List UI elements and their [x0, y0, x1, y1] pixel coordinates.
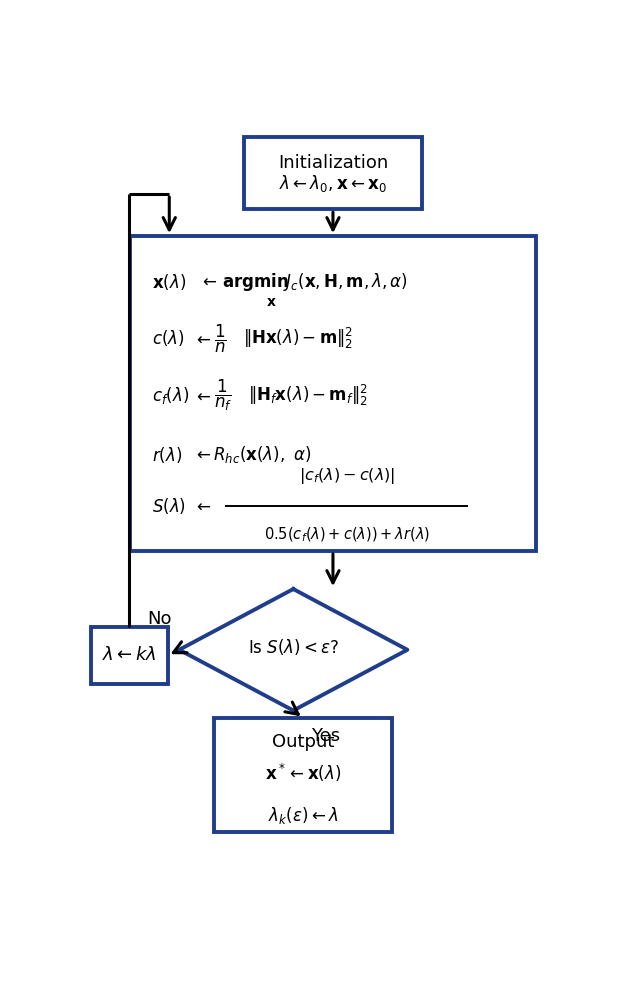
Text: $|c_f(\lambda)-c(\lambda)|$: $|c_f(\lambda)-c(\lambda)|$ [299, 465, 395, 486]
Text: $\|\mathbf{H}_f\mathbf{x}(\lambda)-\mathbf{m}_f\|_2^2$: $\|\mathbf{H}_f\mathbf{x}(\lambda)-\math… [248, 383, 367, 408]
Text: $\dfrac{1}{n_f}$: $\dfrac{1}{n_f}$ [214, 378, 232, 413]
Text: No: No [147, 610, 172, 628]
Text: Initialization: Initialization [278, 154, 388, 172]
FancyBboxPatch shape [244, 137, 422, 209]
Text: $\mathbf{x}$: $\mathbf{x}$ [266, 295, 276, 310]
FancyBboxPatch shape [129, 236, 536, 551]
Text: $\leftarrow$: $\leftarrow$ [193, 497, 211, 515]
Text: $J_c(\mathbf{x},\mathbf{H},\mathbf{m},\lambda,\alpha)$: $J_c(\mathbf{x},\mathbf{H},\mathbf{m},\l… [284, 270, 408, 293]
Text: $\|\mathbf{Hx}(\lambda)-\mathbf{m}\|_2^2$: $\|\mathbf{Hx}(\lambda)-\mathbf{m}\|_2^2… [243, 326, 353, 351]
Text: $\lambda \leftarrow \lambda_0, \mathbf{x} \leftarrow \mathbf{x}_0$: $\lambda \leftarrow \lambda_0, \mathbf{x… [279, 174, 387, 194]
Polygon shape [179, 589, 408, 711]
Text: $\leftarrow\,\mathbf{argmin}$: $\leftarrow\,\mathbf{argmin}$ [199, 270, 289, 293]
Text: $\lambda_k(\epsilon) \leftarrow \lambda$: $\lambda_k(\epsilon) \leftarrow \lambda$ [268, 805, 339, 826]
Text: $c_f(\lambda)$: $c_f(\lambda)$ [152, 385, 189, 406]
Text: $r(\lambda)$: $r(\lambda)$ [152, 445, 182, 464]
FancyBboxPatch shape [214, 718, 392, 832]
Text: Output: Output [272, 734, 334, 751]
Text: $\dfrac{1}{n}$: $\dfrac{1}{n}$ [214, 322, 227, 355]
Text: Is $S(\lambda) < \epsilon$?: Is $S(\lambda) < \epsilon$? [248, 637, 339, 657]
Text: $\leftarrow R_{hc}(\mathbf{x}(\lambda),\ \alpha)$: $\leftarrow R_{hc}(\mathbf{x}(\lambda),\… [193, 444, 311, 465]
Text: $\leftarrow$: $\leftarrow$ [193, 329, 211, 347]
Text: Yes: Yes [310, 728, 340, 745]
Text: $\lambda \leftarrow k\lambda$: $\lambda \leftarrow k\lambda$ [102, 647, 157, 665]
Text: $c(\lambda)$: $c(\lambda)$ [152, 328, 184, 348]
Text: $S(\lambda)$: $S(\lambda)$ [152, 496, 186, 516]
Text: $\mathbf{x}^* \leftarrow \mathbf{x}(\lambda)$: $\mathbf{x}^* \leftarrow \mathbf{x}(\lam… [265, 762, 341, 784]
FancyBboxPatch shape [91, 627, 168, 684]
Text: $0.5(c_f(\lambda)+c(\lambda))+\lambda r(\lambda)$: $0.5(c_f(\lambda)+c(\lambda))+\lambda r(… [264, 526, 430, 543]
Text: $\leftarrow$: $\leftarrow$ [193, 387, 211, 404]
Text: $\mathbf{x}(\lambda)$: $\mathbf{x}(\lambda)$ [152, 271, 186, 292]
